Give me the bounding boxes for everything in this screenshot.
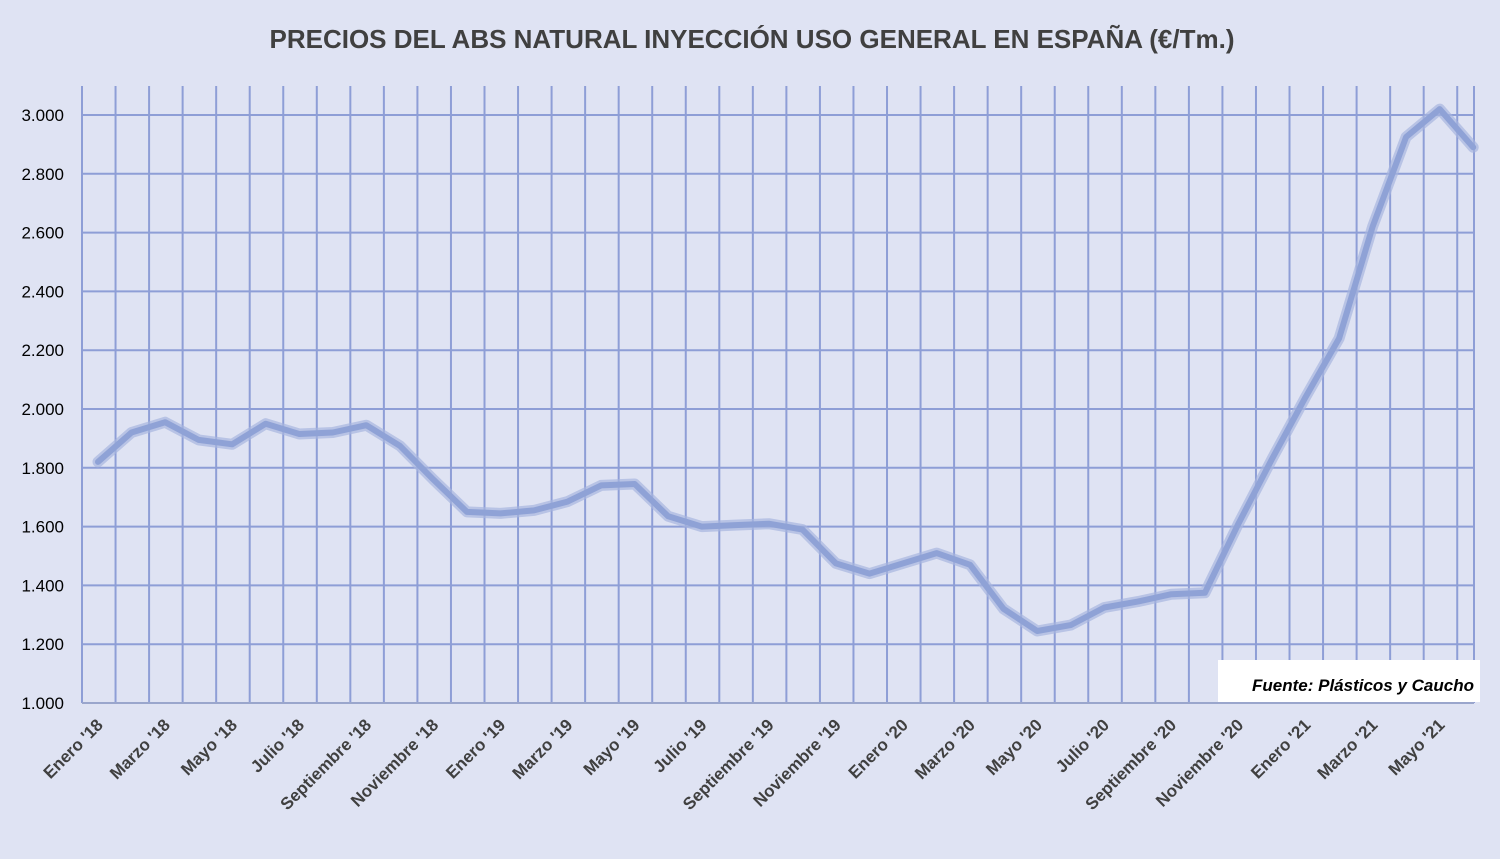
x-tick-label: Enero '21 (1247, 715, 1314, 782)
series-layer (92, 103, 1479, 637)
y-tick-label: 2.000 (21, 400, 64, 419)
y-tick-label: 1.000 (21, 694, 64, 713)
series-line (95, 106, 1477, 634)
y-tick-label: 3.000 (21, 106, 64, 125)
grid-layer (81, 86, 1475, 704)
x-tick-label: Mayo '20 (982, 715, 1046, 779)
y-tick-label: 1.400 (21, 576, 64, 595)
source-note-box (1218, 660, 1480, 702)
x-tick-label: Enero '20 (845, 715, 912, 782)
plot-area (82, 86, 1474, 703)
y-tick-label: 1.200 (21, 635, 64, 654)
y-tick-label: 2.600 (21, 224, 64, 243)
y-tick-label: 2.800 (21, 165, 64, 184)
x-tick-label: Marzo '21 (1314, 715, 1382, 783)
x-tick-label: Mayo '19 (580, 715, 644, 779)
y-tick-label: 1.800 (21, 459, 64, 478)
x-tick-label: Marzo '18 (106, 715, 174, 783)
x-tick-label: Julio '19 (650, 715, 711, 776)
x-tick-label: Marzo '19 (509, 715, 577, 783)
x-tick-label: Julio '18 (247, 715, 308, 776)
y-tick-label: 1.600 (21, 518, 64, 537)
x-tick-label: Enero '19 (442, 715, 509, 782)
x-tick-label: Mayo '18 (177, 715, 241, 779)
y-tick-label: 2.400 (21, 282, 64, 301)
x-tick-label: Marzo '20 (911, 715, 979, 783)
y-tick-label: 2.200 (21, 341, 64, 360)
chart-title: PRECIOS DEL ABS NATURAL INYECCIÓN USO GE… (270, 24, 1235, 54)
source-note: Fuente: Plásticos y Caucho (1252, 676, 1474, 695)
x-tick-label: Mayo '21 (1385, 715, 1449, 779)
x-tick-label: Julio '20 (1052, 715, 1113, 776)
x-tick-label: Enero '18 (40, 715, 107, 782)
